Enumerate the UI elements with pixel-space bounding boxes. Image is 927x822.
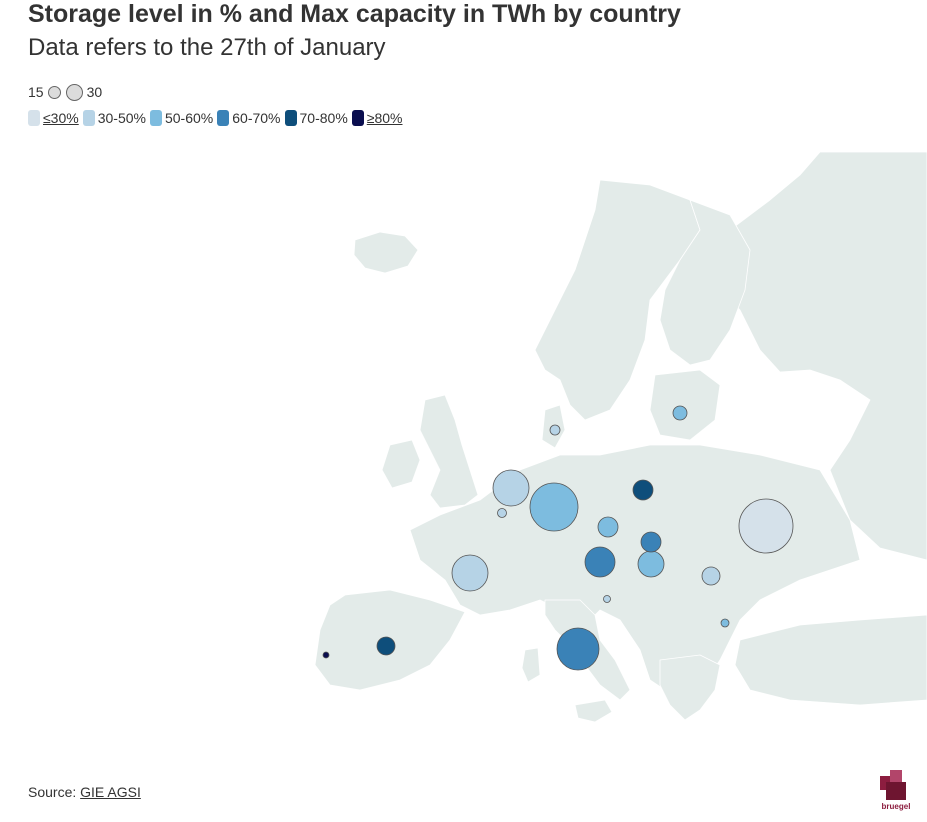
bubble-poland[interactable]	[632, 479, 654, 501]
land-iceland	[353, 231, 419, 274]
legend-swatch	[351, 110, 364, 126]
chart-subtitle: Data refers to the 27th of January	[28, 34, 386, 61]
bubble-latvia[interactable]	[672, 405, 688, 421]
bruegel-logo-mark	[880, 770, 906, 800]
bruegel-logo-text: bruegel	[881, 802, 911, 811]
legend-label: 50-60%	[164, 110, 214, 126]
source-note: Source: GIE AGSI	[28, 784, 141, 800]
land-finland	[659, 199, 751, 366]
source-link[interactable]: GIE AGSI	[80, 784, 141, 800]
legend-swatch	[28, 110, 40, 126]
size-legend: 15 30	[28, 83, 102, 101]
legend-label: 30-50%	[97, 110, 146, 126]
size-legend-large-circle	[65, 83, 83, 101]
bubble-portugal[interactable]	[322, 651, 330, 659]
bubble-slovakia[interactable]	[640, 531, 662, 553]
legend-swatch	[284, 110, 297, 126]
bubble-czechia[interactable]	[597, 516, 619, 538]
chart-title: Storage level in % and Max capacity in T…	[28, 0, 681, 28]
legend-item-50-60[interactable]: 50-60%	[149, 110, 214, 126]
legend-item-le30[interactable]: ≤30%	[28, 110, 79, 126]
legend-swatch	[217, 110, 230, 126]
bubble-romania[interactable]	[701, 566, 721, 586]
bubble-spain[interactable]	[376, 636, 396, 656]
source-prefix: Source:	[28, 784, 81, 800]
bubble-bulgaria[interactable]	[720, 618, 730, 628]
bubble-croatia[interactable]	[603, 595, 611, 603]
bubble-austria[interactable]	[584, 546, 616, 578]
land-greece	[659, 654, 721, 721]
bubble-belgium[interactable]	[497, 508, 507, 518]
europe-map	[314, 151, 927, 723]
bruegel-logo: bruegel	[876, 768, 916, 812]
bubble-layer	[322, 405, 794, 671]
size-legend-small-label: 15	[28, 84, 44, 100]
bubble-hungary[interactable]	[637, 550, 665, 578]
bubble-germany[interactable]	[529, 482, 579, 532]
legend-item-70-80[interactable]: 70-80%	[284, 110, 348, 126]
legend-label: ≤30%	[43, 110, 79, 126]
land-sardinia	[521, 647, 541, 683]
legend-item-ge80[interactable]: ≥80%	[351, 110, 403, 126]
legend-label: ≥80%	[366, 110, 403, 126]
legend-label: 70-80%	[299, 110, 348, 126]
land-turkey	[734, 614, 927, 706]
land-baltics	[649, 369, 721, 441]
land-layer	[314, 151, 927, 723]
bubble-italy[interactable]	[556, 627, 600, 671]
land-ireland	[381, 439, 421, 489]
land-great-britain	[419, 394, 479, 509]
color-legend: ≤30% 30-50% 50-60% 60-70% 70-80% ≥80%	[28, 110, 407, 126]
bubble-ukraine[interactable]	[738, 498, 794, 554]
legend-swatch	[82, 110, 95, 126]
bubble-france[interactable]	[451, 554, 489, 592]
bubble-netherlands[interactable]	[492, 469, 530, 507]
land-sicily	[574, 699, 613, 723]
bubble-denmark[interactable]	[549, 424, 561, 436]
legend-label: 60-70%	[232, 110, 281, 126]
legend-swatch	[149, 110, 162, 126]
size-legend-large-label: 30	[86, 84, 103, 100]
size-legend-small-circle	[47, 85, 61, 99]
legend-item-60-70[interactable]: 60-70%	[217, 110, 281, 126]
legend-item-30-50[interactable]: 30-50%	[82, 110, 146, 126]
